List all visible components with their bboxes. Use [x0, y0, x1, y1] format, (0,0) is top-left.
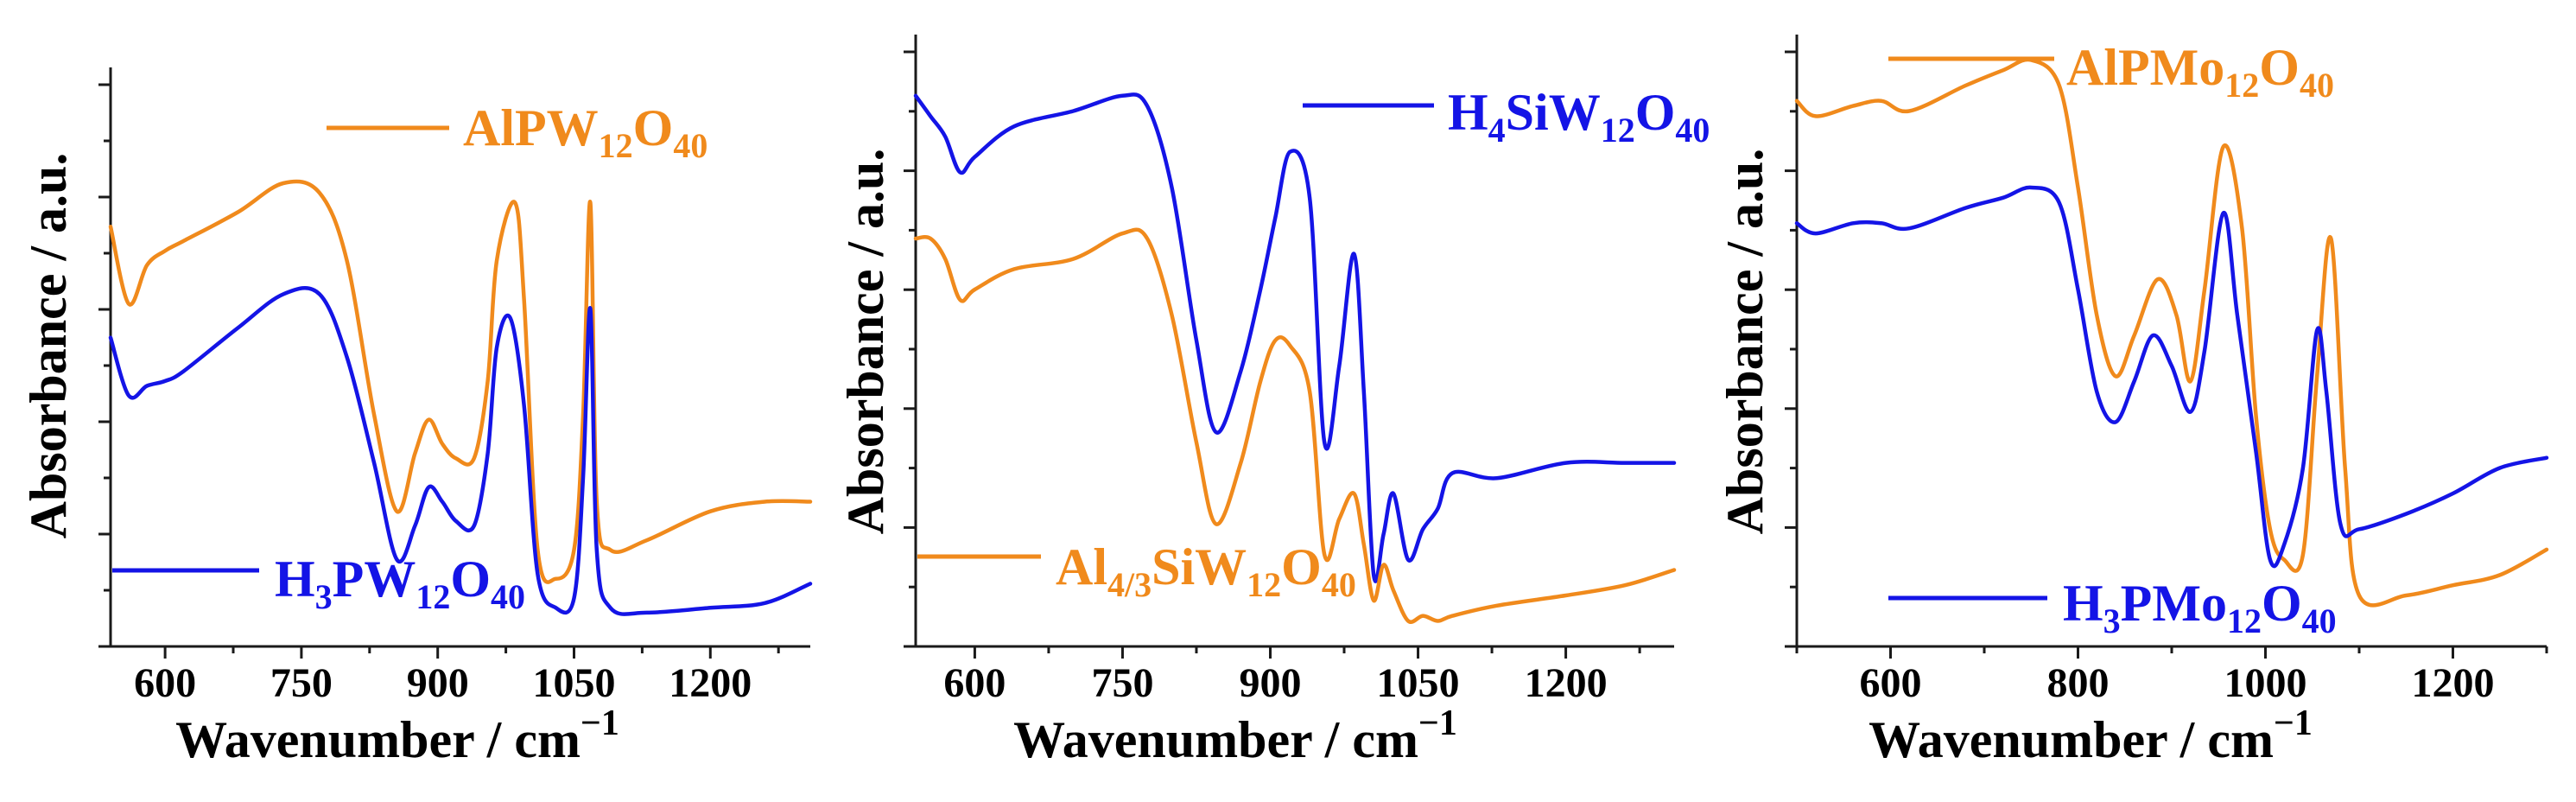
panel-1: 600 750 900 1050 1200 Wavenumber / cm−1 Absorb… [20, 67, 813, 768]
x-axis-title: Wavenumber / cm−1 [1013, 703, 1457, 768]
x-axis-title: Wavenumber / cm−1 [1869, 703, 2313, 768]
x-axis-title: Wavenumber / cm−1 [175, 703, 619, 768]
x-tick-label: 600 [943, 660, 1006, 706]
x-tick-label: 900 [407, 660, 469, 706]
y-axis-title: Absorbance / a.u. [837, 149, 894, 535]
y-axis-title: Absorbance / a.u. [20, 153, 77, 539]
x-tick-label: 600 [134, 660, 196, 706]
x-tick-label: 1200 [1525, 660, 1608, 706]
legend-label-AlPMo12O40: AlPMo12O40 [2066, 39, 2334, 105]
series-line-H3PMo12O40 [1794, 185, 2549, 569]
series-line-H4SiW12O40 [913, 92, 1677, 583]
panel-2: 600 750 900 1050 1200 Wavenumber / cm−1 Absorb… [837, 35, 1710, 768]
legend-label-H4SiW12O40: H4SiW12O40 [1448, 84, 1710, 150]
x-tick-label: 750 [1091, 660, 1153, 706]
x-tick-label: 1050 [1377, 660, 1460, 706]
series-line-AlPMo12O40 [1794, 57, 2549, 608]
x-tick-label: 1000 [2224, 660, 2307, 706]
series-line-AlPW12O40 [108, 179, 813, 584]
legend-label-H3PW12O40: H3PW12O40 [275, 551, 525, 616]
x-tick-label: 1200 [2412, 660, 2495, 706]
series-line-H3PW12O40 [108, 286, 813, 616]
series-line-Al4/3SiW12O40 [913, 227, 1677, 624]
x-tick-label: 1050 [532, 660, 615, 706]
y-axis-title: Absorbance / a.u. [1716, 149, 1773, 535]
panel-3: 600 800 1000 1200 Wavenumber / cm−1 Absorbanc… [1716, 35, 2549, 768]
x-tick-label: 1200 [669, 660, 752, 706]
x-tick-label: 900 [1239, 660, 1301, 706]
legend-label-Al4/3SiW12O40: Al4/3SiW12O40 [1056, 538, 1356, 604]
legend-label-AlPW12O40: AlPW12O40 [463, 99, 707, 165]
x-tick-label: 600 [1860, 660, 1922, 706]
x-tick-label: 800 [2047, 660, 2110, 706]
x-tick-label: 750 [270, 660, 333, 706]
legend-label-H3PMo12O40: H3PMo12O40 [2063, 575, 2337, 640]
